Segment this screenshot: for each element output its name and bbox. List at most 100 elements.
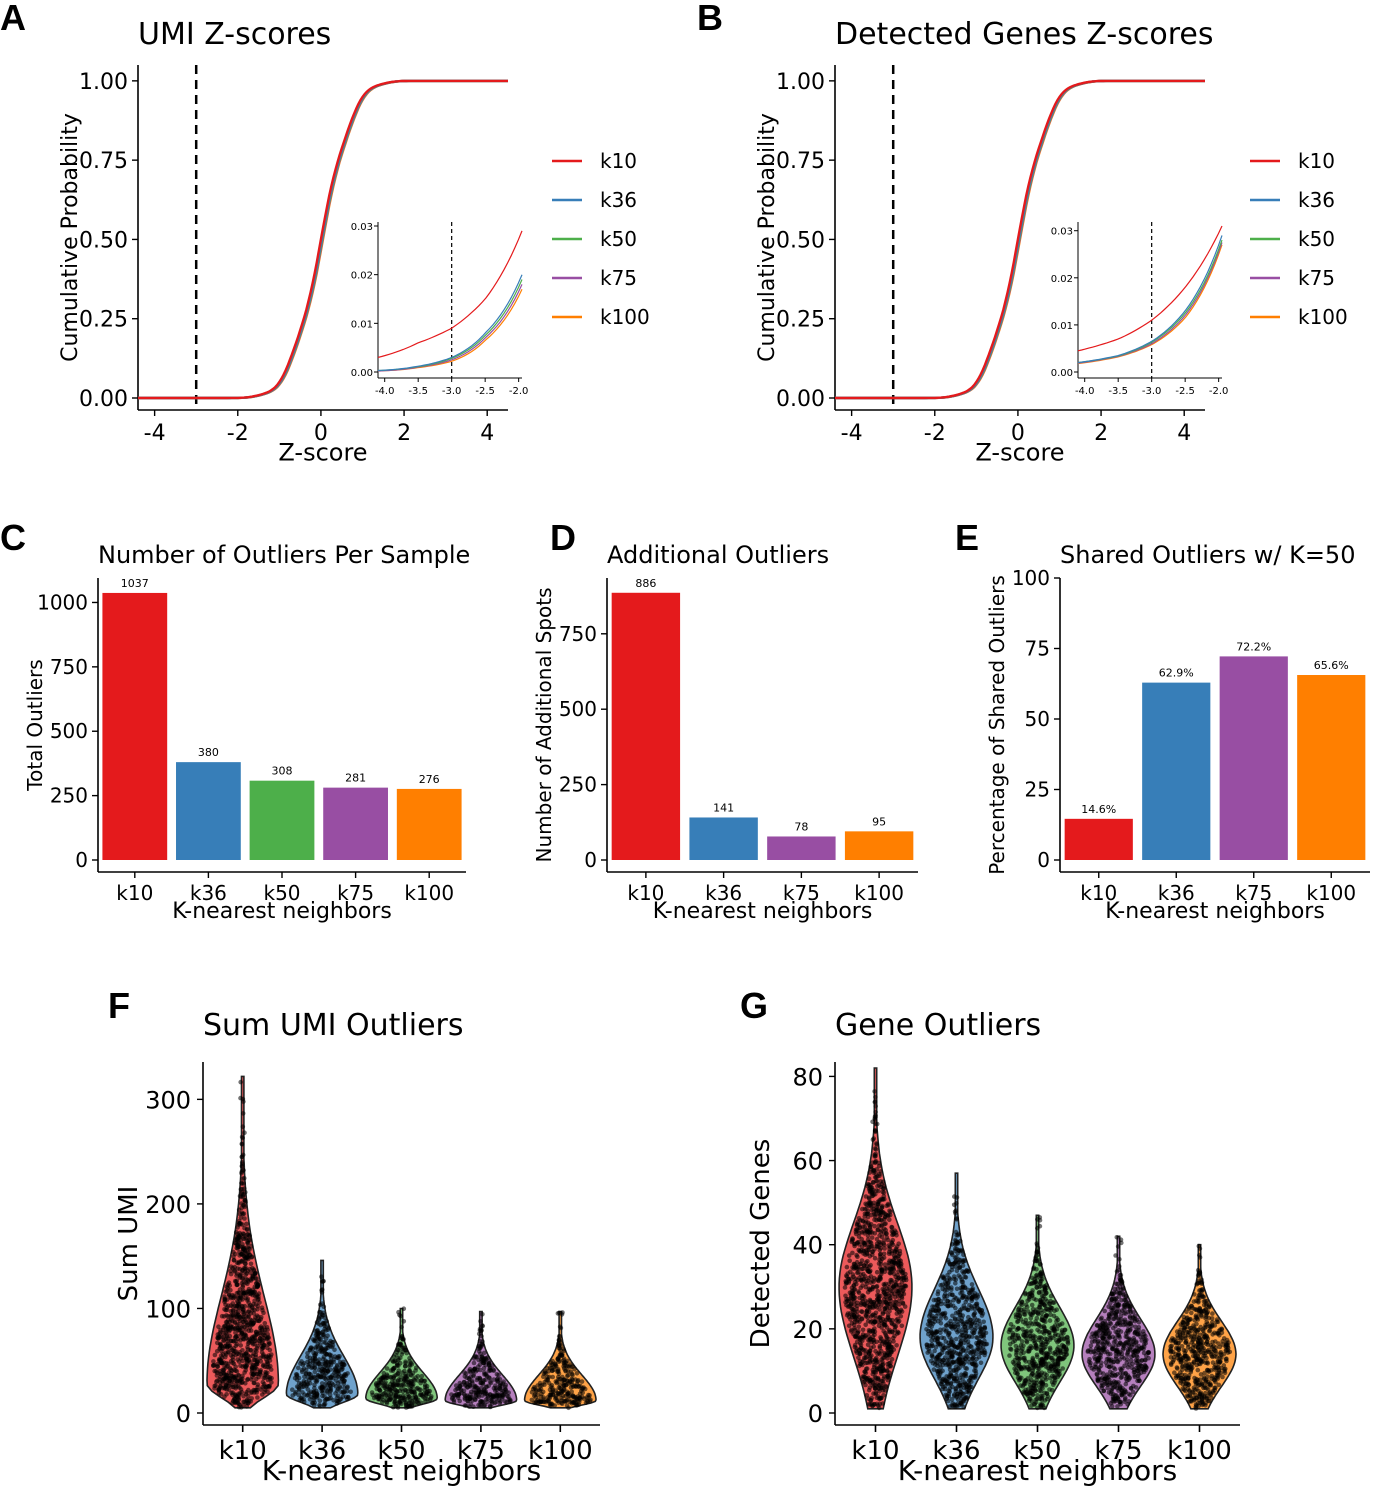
x-tick-label: 0 <box>1011 421 1025 446</box>
data-point <box>258 1368 264 1373</box>
data-point <box>238 1187 244 1192</box>
data-point <box>959 1306 965 1312</box>
data-point <box>1029 1293 1035 1298</box>
data-point <box>561 1348 567 1354</box>
data-point <box>466 1376 472 1381</box>
data-point <box>491 1377 497 1382</box>
data-point <box>942 1291 948 1297</box>
data-point <box>254 1294 259 1300</box>
data-point <box>312 1369 318 1375</box>
data-point <box>879 1303 884 1308</box>
data-point <box>401 1377 407 1382</box>
data-point <box>223 1330 228 1336</box>
data-point <box>215 1340 220 1346</box>
data-point <box>856 1324 862 1329</box>
data-point <box>227 1378 232 1384</box>
data-point <box>848 1269 853 1275</box>
data-point <box>240 1283 246 1288</box>
bar-k100 <box>844 831 914 860</box>
data-point <box>880 1311 886 1317</box>
data-point <box>265 1345 270 1351</box>
data-point <box>269 1375 274 1381</box>
data-point <box>337 1385 343 1391</box>
data-point <box>325 1333 330 1338</box>
y-tick-label: 40 <box>792 1232 823 1260</box>
data-point <box>934 1329 940 1334</box>
data-point <box>940 1274 946 1279</box>
data-point <box>857 1275 862 1280</box>
bar-value-label: 281 <box>345 772 366 785</box>
data-point <box>873 1310 879 1316</box>
data-point <box>865 1183 870 1189</box>
data-point <box>244 1226 250 1232</box>
data-point <box>954 1216 959 1221</box>
data-point <box>234 1273 239 1278</box>
ecdf-line-k10 <box>138 79 508 400</box>
data-point <box>974 1340 979 1346</box>
data-point <box>343 1394 349 1400</box>
x-tick-label: k36 <box>298 1436 346 1466</box>
data-point <box>893 1282 899 1288</box>
data-point <box>252 1338 258 1344</box>
data-point <box>973 1301 979 1307</box>
data-point <box>336 1399 341 1404</box>
data-point <box>883 1384 889 1389</box>
data-point <box>419 1378 424 1384</box>
x-tick-label: k100 <box>404 881 454 905</box>
data-point <box>563 1382 569 1388</box>
data-point <box>842 1285 848 1290</box>
data-point <box>982 1325 988 1331</box>
data-point <box>321 1332 327 1337</box>
data-point <box>964 1333 969 1339</box>
data-point <box>310 1364 315 1370</box>
data-point <box>955 1345 960 1350</box>
data-point <box>392 1359 397 1364</box>
y-tick-label: 0.00 <box>776 387 825 412</box>
data-point <box>233 1364 238 1370</box>
data-point <box>564 1389 570 1395</box>
data-point <box>1018 1301 1023 1306</box>
data-point <box>863 1260 869 1265</box>
data-point <box>846 1253 852 1258</box>
data-point <box>1048 1312 1053 1317</box>
y-tick-label: 200 <box>145 1191 191 1219</box>
y-tick-label: 0.75 <box>776 149 825 174</box>
data-point <box>293 1389 299 1395</box>
data-point <box>541 1374 546 1379</box>
data-point <box>247 1247 252 1252</box>
data-point <box>864 1267 869 1272</box>
data-point <box>485 1396 491 1401</box>
data-point <box>400 1337 406 1342</box>
data-point <box>497 1377 503 1382</box>
data-point <box>394 1372 399 1378</box>
data-point <box>980 1344 986 1350</box>
data-point <box>298 1361 303 1366</box>
data-point <box>899 1270 905 1276</box>
data-point <box>218 1358 224 1363</box>
bar-k50 <box>249 780 315 860</box>
data-point <box>388 1397 393 1402</box>
x-tick-label: k50 <box>377 1436 425 1466</box>
data-point <box>865 1290 871 1295</box>
data-point <box>480 1393 485 1398</box>
data-point <box>575 1379 581 1384</box>
data-point <box>331 1357 337 1362</box>
legend-label: k100 <box>600 305 650 329</box>
data-point <box>886 1262 892 1268</box>
data-point <box>254 1387 260 1393</box>
data-point <box>229 1312 234 1318</box>
data-point <box>556 1337 562 1343</box>
data-point <box>328 1395 334 1401</box>
data-point <box>402 1368 407 1374</box>
bar-k75 <box>767 836 836 860</box>
bar-value-label: 380 <box>198 746 219 759</box>
data-point <box>487 1379 493 1384</box>
data-point <box>259 1350 265 1355</box>
data-point <box>401 1395 407 1400</box>
data-point <box>1034 1258 1039 1264</box>
panel-label: G <box>740 985 768 1026</box>
data-point <box>845 1311 851 1316</box>
data-point <box>890 1242 896 1247</box>
data-point <box>399 1346 405 1351</box>
